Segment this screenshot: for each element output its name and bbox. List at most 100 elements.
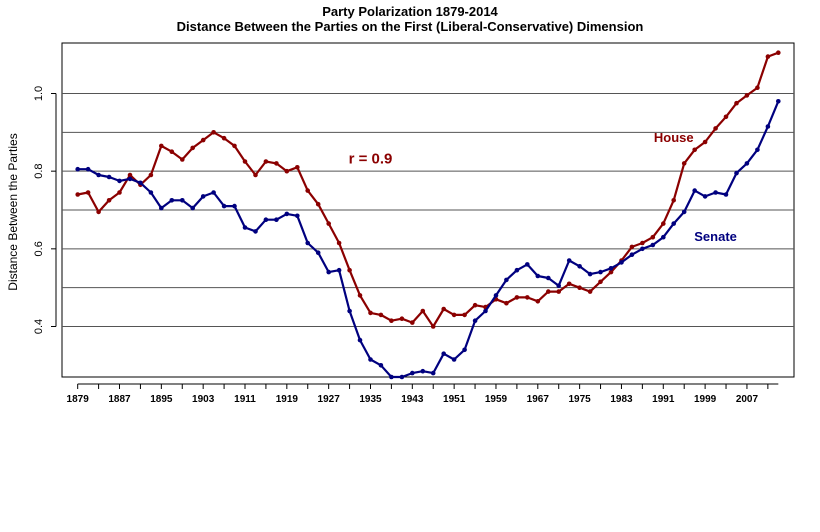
data-point-senate xyxy=(138,180,143,186)
data-point-senate xyxy=(734,170,739,176)
data-point-house xyxy=(378,312,384,318)
x-tick-label: 1983 xyxy=(610,394,633,405)
data-point-senate xyxy=(326,269,332,275)
data-point-senate xyxy=(410,370,415,376)
data-point-senate xyxy=(75,166,80,172)
data-point-senate xyxy=(85,166,91,172)
data-point-senate xyxy=(200,194,206,199)
data-point-senate xyxy=(357,337,363,343)
data-point-house xyxy=(242,159,248,164)
data-point-house xyxy=(535,299,541,304)
data-point-house xyxy=(211,130,216,135)
x-axis: 1879 1887 1895 1903 1911 1919 1927 1935 1943 1951… xyxy=(67,383,779,405)
chart-title: Party Polarization 1879-2014 xyxy=(322,4,498,19)
x-tick-label: 1959 xyxy=(485,394,508,405)
data-point-house xyxy=(629,244,635,250)
y-tick-label: 0.6 xyxy=(33,241,45,256)
data-point-house xyxy=(430,324,436,329)
series-layer xyxy=(75,50,781,380)
data-point-senate xyxy=(681,209,687,215)
y-tick-label: 0.4 xyxy=(33,319,45,334)
data-point-senate xyxy=(295,213,300,219)
data-point-senate xyxy=(514,267,520,273)
gridlines xyxy=(62,92,794,328)
x-tick-label: 1999 xyxy=(694,394,717,405)
data-point-senate xyxy=(462,347,467,353)
data-point-senate xyxy=(493,293,499,298)
data-point-senate xyxy=(546,275,551,281)
data-point-house xyxy=(117,190,122,195)
data-point-house xyxy=(462,312,467,318)
data-point-house xyxy=(305,188,311,193)
data-point-senate xyxy=(587,271,593,277)
data-point-house xyxy=(159,143,164,149)
data-point-house xyxy=(587,289,593,294)
data-point-senate xyxy=(159,205,164,211)
data-point-senate xyxy=(723,192,729,197)
x-tick-label: 1991 xyxy=(652,394,675,405)
data-point-senate xyxy=(263,217,269,222)
data-point-senate xyxy=(640,246,645,252)
data-point-senate xyxy=(692,188,697,193)
data-point-house xyxy=(326,221,332,226)
data-point-senate xyxy=(629,252,635,257)
data-point-house xyxy=(263,159,269,164)
data-point-senate xyxy=(451,357,457,362)
data-point-senate xyxy=(671,221,676,226)
data-point-house xyxy=(744,93,750,98)
data-point-senate xyxy=(598,269,603,275)
data-point-senate xyxy=(650,242,656,248)
x-tick-label: 1927 xyxy=(318,394,341,405)
data-point-house xyxy=(734,100,739,106)
data-point-house xyxy=(200,137,206,143)
data-point-house xyxy=(410,320,415,325)
series-label-senate: Senate xyxy=(694,229,737,244)
data-point-house xyxy=(776,50,781,55)
data-point-house xyxy=(556,289,561,294)
x-tick-label: 1887 xyxy=(108,394,131,405)
data-point-senate xyxy=(483,308,488,314)
data-point-house xyxy=(368,310,373,316)
x-tick-label: 1943 xyxy=(401,394,424,405)
data-point-senate xyxy=(765,124,771,129)
x-tick-label: 1935 xyxy=(359,394,382,405)
x-tick-label: 1919 xyxy=(276,394,299,405)
data-point-house xyxy=(640,240,645,246)
data-point-house xyxy=(106,198,112,203)
data-point-senate xyxy=(619,260,624,265)
data-point-house xyxy=(75,192,80,197)
data-point-house xyxy=(765,54,771,59)
annotation-layer: r = 0.9 House Senate xyxy=(349,130,737,244)
data-point-senate xyxy=(221,203,227,209)
x-tick-label: 1903 xyxy=(192,394,215,405)
data-point-house xyxy=(253,172,258,178)
data-point-house xyxy=(284,168,290,174)
data-point-house xyxy=(504,300,509,306)
data-point-senate xyxy=(211,190,216,195)
data-point-house xyxy=(692,147,697,153)
data-point-senate xyxy=(441,351,447,357)
x-tick-label: 1975 xyxy=(569,394,592,405)
data-point-house xyxy=(357,293,363,298)
data-point-house xyxy=(347,267,352,273)
data-point-house xyxy=(315,201,321,207)
data-point-house xyxy=(399,316,405,322)
data-point-house xyxy=(148,172,154,178)
data-point-senate xyxy=(535,273,541,279)
data-point-senate xyxy=(755,147,760,153)
data-point-house xyxy=(681,161,687,166)
data-point-senate xyxy=(566,258,572,263)
data-point-senate xyxy=(661,234,666,240)
data-point-senate xyxy=(713,190,718,195)
data-point-house xyxy=(713,126,718,131)
data-point-house xyxy=(336,240,342,246)
data-point-senate xyxy=(744,161,750,166)
x-tick-label: 1879 xyxy=(67,394,90,405)
data-point-house xyxy=(566,281,572,287)
correlation-annotation: r = 0.9 xyxy=(349,150,393,167)
data-point-senate xyxy=(127,176,133,182)
data-point-senate xyxy=(117,178,122,184)
data-point-house xyxy=(514,295,520,300)
data-point-house xyxy=(441,306,447,312)
